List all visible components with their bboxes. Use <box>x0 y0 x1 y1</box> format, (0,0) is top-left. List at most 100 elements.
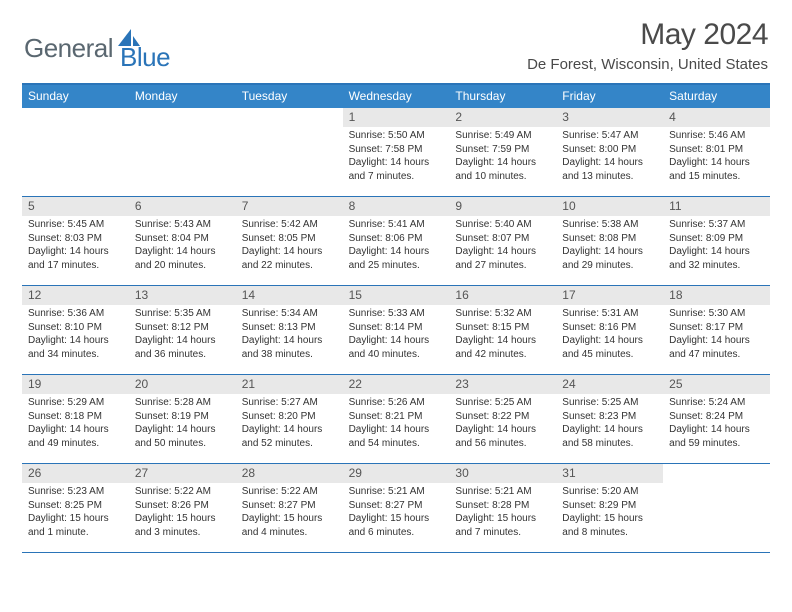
sunrise-text: Sunrise: 5:34 AM <box>242 307 339 321</box>
sunrise-text: Sunrise: 5:37 AM <box>669 218 766 232</box>
day-number: 9 <box>449 197 556 216</box>
day-body: Sunrise: 5:29 AMSunset: 8:18 PMDaylight:… <box>22 394 129 454</box>
daylight-text: Daylight: 14 hours and 7 minutes. <box>349 156 446 183</box>
day-number <box>22 108 129 127</box>
daylight-text: Daylight: 14 hours and 17 minutes. <box>28 245 125 272</box>
day-cell: 18Sunrise: 5:30 AMSunset: 8:17 PMDayligh… <box>663 286 770 374</box>
sunrise-text: Sunrise: 5:25 AM <box>455 396 552 410</box>
day-cell: 31Sunrise: 5:20 AMSunset: 8:29 PMDayligh… <box>556 464 663 552</box>
day-number <box>129 108 236 127</box>
daylight-text: Daylight: 15 hours and 6 minutes. <box>349 512 446 539</box>
day-cell: 20Sunrise: 5:28 AMSunset: 8:19 PMDayligh… <box>129 375 236 463</box>
daylight-text: Daylight: 14 hours and 27 minutes. <box>455 245 552 272</box>
sunset-text: Sunset: 8:01 PM <box>669 143 766 157</box>
sunrise-text: Sunrise: 5:35 AM <box>135 307 232 321</box>
day-cell: 22Sunrise: 5:26 AMSunset: 8:21 PMDayligh… <box>343 375 450 463</box>
day-body: Sunrise: 5:22 AMSunset: 8:26 PMDaylight:… <box>129 483 236 543</box>
day-body: Sunrise: 5:26 AMSunset: 8:21 PMDaylight:… <box>343 394 450 454</box>
daylight-text: Daylight: 14 hours and 36 minutes. <box>135 334 232 361</box>
sunrise-text: Sunrise: 5:25 AM <box>562 396 659 410</box>
daylight-text: Daylight: 14 hours and 22 minutes. <box>242 245 339 272</box>
sunrise-text: Sunrise: 5:32 AM <box>455 307 552 321</box>
day-number: 19 <box>22 375 129 394</box>
day-number: 11 <box>663 197 770 216</box>
daylight-text: Daylight: 14 hours and 56 minutes. <box>455 423 552 450</box>
sunset-text: Sunset: 8:22 PM <box>455 410 552 424</box>
day-cell: 13Sunrise: 5:35 AMSunset: 8:12 PMDayligh… <box>129 286 236 374</box>
sunset-text: Sunset: 8:20 PM <box>242 410 339 424</box>
daylight-text: Daylight: 14 hours and 32 minutes. <box>669 245 766 272</box>
page-title: May 2024 <box>527 18 768 52</box>
sunset-text: Sunset: 8:26 PM <box>135 499 232 513</box>
day-cell: 15Sunrise: 5:33 AMSunset: 8:14 PMDayligh… <box>343 286 450 374</box>
day-number: 23 <box>449 375 556 394</box>
sunrise-text: Sunrise: 5:22 AM <box>242 485 339 499</box>
daylight-text: Daylight: 14 hours and 34 minutes. <box>28 334 125 361</box>
day-number: 25 <box>663 375 770 394</box>
day-number: 12 <box>22 286 129 305</box>
sunset-text: Sunset: 8:04 PM <box>135 232 232 246</box>
sunset-text: Sunset: 8:27 PM <box>349 499 446 513</box>
day-body: Sunrise: 5:23 AMSunset: 8:25 PMDaylight:… <box>22 483 129 543</box>
sunrise-text: Sunrise: 5:30 AM <box>669 307 766 321</box>
day-cell: 27Sunrise: 5:22 AMSunset: 8:26 PMDayligh… <box>129 464 236 552</box>
sunset-text: Sunset: 8:23 PM <box>562 410 659 424</box>
sunrise-text: Sunrise: 5:21 AM <box>455 485 552 499</box>
daylight-text: Daylight: 14 hours and 13 minutes. <box>562 156 659 183</box>
day-cell: 11Sunrise: 5:37 AMSunset: 8:09 PMDayligh… <box>663 197 770 285</box>
day-body: Sunrise: 5:30 AMSunset: 8:17 PMDaylight:… <box>663 305 770 365</box>
day-cell: 6Sunrise: 5:43 AMSunset: 8:04 PMDaylight… <box>129 197 236 285</box>
week-row: 5Sunrise: 5:45 AMSunset: 8:03 PMDaylight… <box>22 197 770 286</box>
day-number: 4 <box>663 108 770 127</box>
sunset-text: Sunset: 8:25 PM <box>28 499 125 513</box>
daylight-text: Daylight: 14 hours and 50 minutes. <box>135 423 232 450</box>
day-body: Sunrise: 5:38 AMSunset: 8:08 PMDaylight:… <box>556 216 663 276</box>
daylight-text: Daylight: 14 hours and 42 minutes. <box>455 334 552 361</box>
day-number: 16 <box>449 286 556 305</box>
daylight-text: Daylight: 15 hours and 3 minutes. <box>135 512 232 539</box>
sunset-text: Sunset: 8:00 PM <box>562 143 659 157</box>
day-number: 31 <box>556 464 663 483</box>
sunrise-text: Sunrise: 5:38 AM <box>562 218 659 232</box>
sunrise-text: Sunrise: 5:41 AM <box>349 218 446 232</box>
day-number <box>236 108 343 127</box>
sunset-text: Sunset: 8:18 PM <box>28 410 125 424</box>
day-body: Sunrise: 5:45 AMSunset: 8:03 PMDaylight:… <box>22 216 129 276</box>
week-row: 12Sunrise: 5:36 AMSunset: 8:10 PMDayligh… <box>22 286 770 375</box>
sunset-text: Sunset: 8:14 PM <box>349 321 446 335</box>
day-body: Sunrise: 5:40 AMSunset: 8:07 PMDaylight:… <box>449 216 556 276</box>
day-body: Sunrise: 5:32 AMSunset: 8:15 PMDaylight:… <box>449 305 556 365</box>
dow-cell: Tuesday <box>236 85 343 108</box>
day-number: 21 <box>236 375 343 394</box>
day-cell: 12Sunrise: 5:36 AMSunset: 8:10 PMDayligh… <box>22 286 129 374</box>
sunset-text: Sunset: 8:29 PM <box>562 499 659 513</box>
day-cell: 8Sunrise: 5:41 AMSunset: 8:06 PMDaylight… <box>343 197 450 285</box>
sunrise-text: Sunrise: 5:45 AM <box>28 218 125 232</box>
day-cell: 3Sunrise: 5:47 AMSunset: 8:00 PMDaylight… <box>556 108 663 196</box>
sunset-text: Sunset: 8:07 PM <box>455 232 552 246</box>
sunset-text: Sunset: 7:58 PM <box>349 143 446 157</box>
sunrise-text: Sunrise: 5:22 AM <box>135 485 232 499</box>
week-row: 19Sunrise: 5:29 AMSunset: 8:18 PMDayligh… <box>22 375 770 464</box>
sunrise-text: Sunrise: 5:46 AM <box>669 129 766 143</box>
day-cell: 25Sunrise: 5:24 AMSunset: 8:24 PMDayligh… <box>663 375 770 463</box>
sunset-text: Sunset: 8:28 PM <box>455 499 552 513</box>
daylight-text: Daylight: 14 hours and 38 minutes. <box>242 334 339 361</box>
day-number: 30 <box>449 464 556 483</box>
day-body: Sunrise: 5:31 AMSunset: 8:16 PMDaylight:… <box>556 305 663 365</box>
day-body: Sunrise: 5:24 AMSunset: 8:24 PMDaylight:… <box>663 394 770 454</box>
dow-cell: Sunday <box>22 85 129 108</box>
day-body: Sunrise: 5:27 AMSunset: 8:20 PMDaylight:… <box>236 394 343 454</box>
daylight-text: Daylight: 15 hours and 1 minute. <box>28 512 125 539</box>
sunrise-text: Sunrise: 5:42 AM <box>242 218 339 232</box>
day-number <box>663 464 770 483</box>
day-body: Sunrise: 5:21 AMSunset: 8:28 PMDaylight:… <box>449 483 556 543</box>
day-body: Sunrise: 5:22 AMSunset: 8:27 PMDaylight:… <box>236 483 343 543</box>
day-body: Sunrise: 5:37 AMSunset: 8:09 PMDaylight:… <box>663 216 770 276</box>
day-number: 27 <box>129 464 236 483</box>
week-row: 26Sunrise: 5:23 AMSunset: 8:25 PMDayligh… <box>22 464 770 553</box>
sunset-text: Sunset: 8:12 PM <box>135 321 232 335</box>
sunrise-text: Sunrise: 5:20 AM <box>562 485 659 499</box>
day-number: 28 <box>236 464 343 483</box>
daylight-text: Daylight: 14 hours and 15 minutes. <box>669 156 766 183</box>
